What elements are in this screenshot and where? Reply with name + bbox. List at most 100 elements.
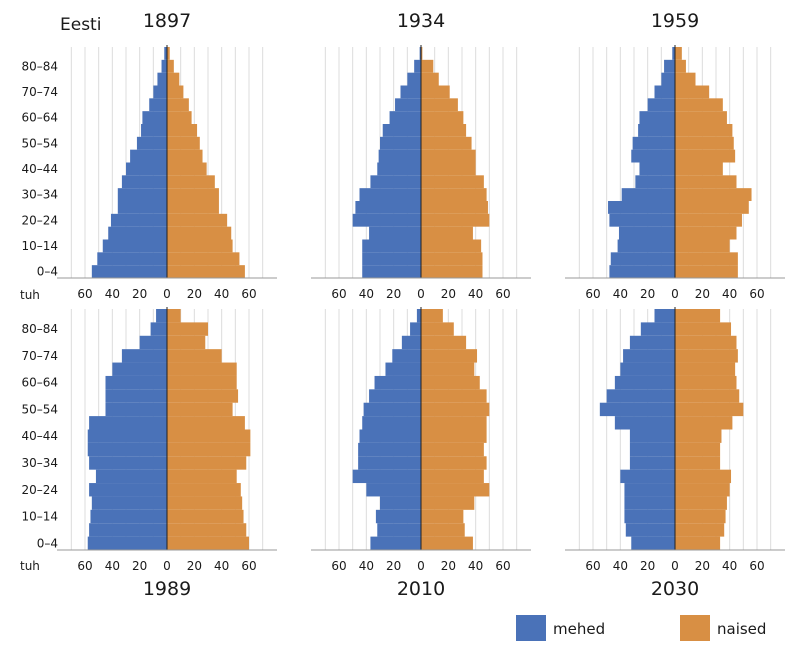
pyramid-2010: 60 40 20 0 20 40 60 2010 [311,307,531,600]
legend-label-female: naised [717,620,766,638]
bar-male [631,149,675,163]
tick-label: 20 [132,287,147,301]
bar-female [675,416,733,430]
age-label: 70–74 [21,85,58,99]
tick-label: 40 [613,559,628,573]
tick-label: 40 [468,287,483,301]
bar-female [675,362,736,376]
bar-female [675,201,749,214]
bar-female [167,175,215,189]
bar-female [167,124,198,137]
bar-male [157,72,167,86]
tick-label: 60 [241,287,256,301]
bar-female [421,523,465,537]
tick-label: 0 [671,559,679,573]
bar-female [675,335,737,350]
bar-female [167,111,192,124]
bar-female [167,162,207,176]
bar-male [632,136,675,150]
bar-male [624,496,675,510]
bar-male [121,349,167,363]
bar-female [421,536,473,550]
bar-female [421,226,473,240]
pyramid-1897: 60 40 20 0 20 40 60 1897 0–4 10–14 20–24 30–34 40–44… [21,10,277,301]
pyramid-1989: 60 40 20 0 20 40 60 1989 0–4 10–14 20–24 30–34 40–44… [21,307,277,600]
legend: mehed naised [516,615,766,641]
tick-label: 20 [695,287,710,301]
bar-female [167,226,232,240]
bar-male [647,98,675,112]
bar-female [167,59,174,73]
bar-female [675,124,733,137]
bar-male [625,523,675,537]
bar-male [117,201,167,214]
bar-female [167,469,237,484]
bar-female [421,47,423,60]
bar-female [421,483,490,497]
bar-female [421,188,487,201]
bar-male [400,85,421,99]
bar-female [167,429,251,443]
bar-male [377,162,421,176]
bar-male [136,136,167,150]
bar-male [614,375,675,390]
bar-female [167,362,237,376]
age-label: 50–54 [21,136,58,150]
tick-label: 60 [241,559,256,573]
tick-label: 20 [640,559,655,573]
bar-male [617,239,675,253]
bar-male [395,98,421,112]
bar-male [389,111,421,124]
bar-male [621,188,675,201]
bar-female [421,201,488,214]
age-label: 40–44 [21,429,58,443]
bar-female [167,335,206,350]
bar-male [377,523,421,537]
tick-label: 60 [77,559,92,573]
bar-female [421,349,478,363]
bar-female [167,239,233,253]
bar-female [675,188,752,201]
unit-label-bottom: tuh [20,559,40,573]
bar-female [421,389,487,403]
age-label: 80–84 [21,322,58,336]
tick-label: 20 [441,559,456,573]
age-label: 30–34 [21,456,58,470]
bar-female [675,309,721,323]
bar-male [112,362,167,376]
bar-male [105,389,167,403]
bar-male [610,252,675,266]
bar-female [167,442,251,457]
bar-male [369,389,421,403]
tick-label: 0 [671,287,679,301]
bar-female [167,509,244,524]
bar-female [421,59,434,73]
bar-female [421,469,484,484]
bar-male [614,416,675,430]
bar-male [380,496,421,510]
age-label: 60–64 [21,111,58,125]
bar-female [675,175,737,189]
bar-male [654,85,675,99]
age-label: 20–24 [21,483,58,497]
age-label: 80–84 [21,59,58,73]
bar-male [618,226,675,240]
bar-male [410,322,421,336]
tick-label: 40 [468,559,483,573]
bar-female [675,349,738,363]
bar-male [352,469,421,484]
legend-label-male: mehed [553,620,605,638]
bar-male [624,483,675,497]
bar-male [139,335,167,350]
bar-male [392,349,421,363]
bar-male [374,375,421,390]
bar-female [675,162,723,176]
bar-male [640,322,675,336]
tick-label: 40 [359,287,374,301]
bar-male [355,201,421,214]
bar-male [419,47,421,60]
bar-female [421,456,487,470]
bar-male [370,175,421,189]
tick-label: 20 [187,287,202,301]
